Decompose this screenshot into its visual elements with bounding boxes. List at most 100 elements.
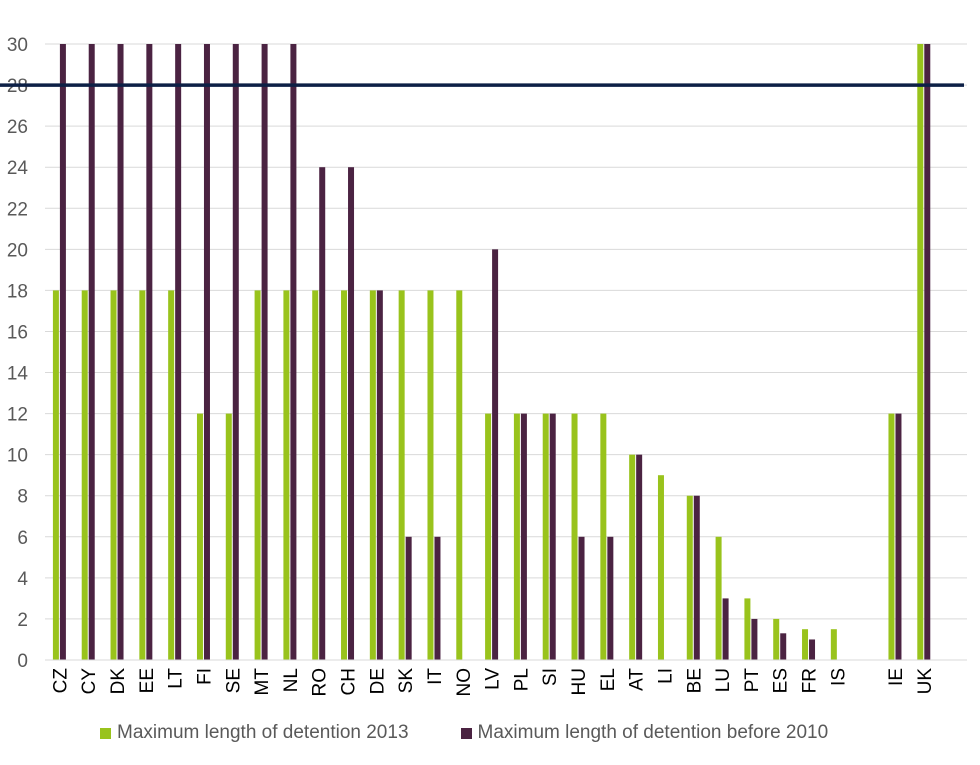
bar-2013 — [341, 290, 348, 660]
y-tick-label: 4 — [17, 569, 28, 590]
x-tick-label: AT — [627, 668, 648, 691]
bar-2013 — [917, 44, 924, 660]
bar-before-2010 — [117, 44, 124, 660]
x-tick-label: EL — [598, 668, 619, 691]
bar-2013 — [196, 413, 203, 660]
bar-2013 — [571, 413, 578, 660]
bar-before-2010 — [434, 536, 441, 660]
bar-before-2010 — [607, 536, 614, 660]
bar-before-2010 — [578, 536, 585, 660]
y-tick-label: 22 — [7, 199, 28, 220]
bar-before-2010 — [520, 413, 527, 660]
y-tick-label: 18 — [7, 281, 28, 302]
x-tick-label: SE — [223, 668, 244, 693]
bar-2013 — [686, 495, 693, 660]
x-tick-label: PL — [511, 668, 532, 691]
bar-2013 — [513, 413, 520, 660]
bar-2013 — [657, 475, 664, 660]
legend-label-before-2010: Maximum length of detention before 2010 — [477, 722, 829, 743]
bar-2013 — [139, 290, 146, 660]
x-tick-label: NL — [281, 668, 302, 692]
bar-2013 — [254, 290, 261, 660]
gridlines — [45, 43, 967, 620]
bar-before-2010 — [232, 44, 239, 660]
x-tick-label: NO — [454, 668, 475, 697]
bar-2013 — [168, 290, 175, 660]
bars — [52, 44, 931, 661]
bar-before-2010 — [59, 44, 66, 660]
y-tick-label: 30 — [7, 35, 28, 56]
bar-before-2010 — [693, 495, 700, 660]
bar-2013 — [283, 290, 290, 660]
bar-before-2010 — [751, 618, 758, 660]
x-tick-label: FI — [194, 668, 215, 685]
bar-before-2010 — [175, 44, 182, 660]
x-tick-label: SK — [396, 668, 417, 694]
y-axis-ticks: 024681012141618202224262830 — [7, 35, 29, 672]
bar-before-2010 — [492, 249, 499, 661]
y-tick-label: 0 — [17, 651, 28, 672]
bar-before-2010 — [261, 44, 268, 660]
bar-before-2010 — [348, 167, 355, 660]
x-tick-label: IT — [425, 668, 446, 685]
bar-before-2010 — [146, 44, 153, 660]
bar-before-2010 — [203, 44, 210, 660]
bar-before-2010 — [88, 44, 95, 660]
bar-before-2010 — [549, 413, 556, 660]
y-tick-label: 24 — [7, 158, 29, 179]
legend-swatch-before-2010 — [460, 727, 472, 739]
legend-label-2013: Maximum length of detention 2013 — [117, 722, 409, 743]
y-tick-label: 14 — [7, 364, 29, 385]
x-tick-label: LU — [713, 668, 734, 692]
bar-before-2010 — [319, 167, 326, 660]
legend-item-2013: Maximum length of detention 2013 — [100, 722, 409, 744]
legend: Maximum length of detention 2013 Maximum… — [100, 722, 880, 744]
x-tick-label: HU — [569, 668, 590, 695]
x-axis-labels: CZ CY DK EE LT FI SE MT NL RO CH DE SK IT NO LV PL SI HU EL… — [50, 668, 935, 697]
y-tick-label: 6 — [17, 528, 28, 549]
x-tick-label: PT — [742, 668, 763, 693]
x-tick-label: DE — [367, 668, 388, 694]
bar-before-2010 — [376, 290, 383, 660]
bar-before-2010 — [924, 44, 931, 660]
y-tick-label: 12 — [7, 405, 28, 426]
bar-2013 — [715, 536, 722, 660]
y-tick-label: 10 — [7, 446, 28, 467]
y-tick-label: 2 — [17, 610, 28, 631]
x-tick-label: SI — [540, 668, 561, 686]
bar-2013 — [744, 598, 751, 660]
x-tick-label: LI — [655, 668, 676, 684]
bar-2013 — [456, 290, 463, 660]
x-tick-label: DK — [108, 668, 129, 695]
x-tick-label: CZ — [50, 668, 71, 694]
legend-item-before-2010: Maximum length of detention before 2010 — [460, 722, 829, 744]
bar-2013 — [427, 290, 434, 660]
x-tick-label: BE — [684, 668, 705, 693]
y-tick-label: 16 — [7, 322, 28, 343]
x-tick-label: MT — [252, 668, 273, 696]
x-tick-label: UK — [915, 668, 936, 695]
bar-2013 — [369, 290, 376, 660]
x-tick-label: RO — [310, 668, 331, 697]
x-tick-label: IE — [886, 668, 907, 686]
bar-2013 — [110, 290, 117, 660]
bar-2013 — [773, 618, 780, 660]
bar-2013 — [485, 413, 492, 660]
legend-swatch-2013 — [100, 727, 111, 739]
x-tick-label: CH — [339, 668, 360, 695]
x-tick-label: LV — [483, 668, 504, 690]
bar-2013 — [81, 290, 88, 660]
bar-2013 — [802, 629, 809, 660]
bar-before-2010 — [636, 454, 643, 660]
x-tick-label: CY — [79, 668, 100, 695]
y-tick-label: 20 — [7, 240, 28, 261]
y-tick-label: 8 — [17, 487, 28, 508]
bar-2013 — [600, 413, 607, 660]
bar-2013 — [830, 629, 837, 660]
bar-2013 — [52, 290, 59, 660]
x-tick-label: FR — [800, 668, 821, 693]
bar-2013 — [629, 454, 636, 660]
bar-before-2010 — [895, 413, 902, 660]
bar-before-2010 — [290, 44, 297, 660]
